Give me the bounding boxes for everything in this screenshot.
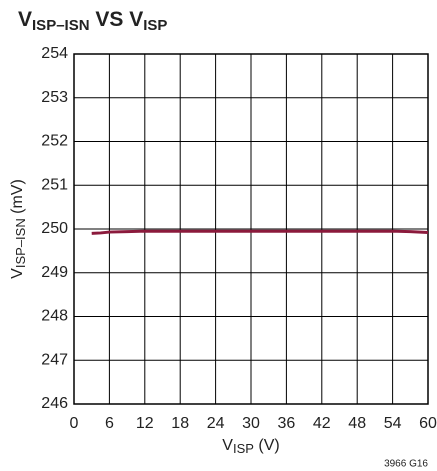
chart-title: VISP–ISN VS VISP [18,8,167,34]
y-tick-label: 249 [41,264,68,281]
x-tick-label: 24 [207,415,225,432]
x-tick-label: 36 [278,415,296,432]
y-tick-label: 254 [41,45,68,62]
y-tick-label: 252 [41,133,68,150]
x-tick-label: 54 [384,415,402,432]
data-line [91,229,429,235]
x-tick-label: 30 [242,415,260,432]
label-part: V [9,268,26,279]
y-tick-label: 248 [41,308,68,325]
y-tick-label: 250 [41,220,68,237]
y-tick-label: 246 [41,395,68,412]
label-part: ISP [233,441,254,456]
x-tick-label: 6 [105,415,114,432]
label-part: V [222,437,233,454]
x-tick-label: 48 [348,415,366,432]
title-part: ISP–ISN [32,17,90,34]
title-part: VS [90,8,130,31]
plot-frame [73,53,429,405]
x-tick-label: 18 [171,415,189,432]
title-part: ISP [143,17,167,34]
y-tick-label: 253 [41,89,68,106]
label-part: (V) [254,437,280,454]
x-tick-label: 60 [419,415,437,432]
y-axis-label: VISP–ISN (mV) [9,179,28,279]
y-tick-label: 247 [41,351,68,368]
x-tick-label: 42 [313,415,331,432]
x-tick-label: 0 [70,415,79,432]
label-part: ISP–ISN [13,218,28,268]
title-part: V [18,8,32,31]
label-part: (mV) [9,179,26,218]
note: 3966 G16 [384,459,428,470]
x-axis-label: VISP (V) [222,437,279,456]
title-part: V [129,8,143,31]
y-tick-label: 251 [41,176,68,193]
x-tick-label: 12 [136,415,154,432]
